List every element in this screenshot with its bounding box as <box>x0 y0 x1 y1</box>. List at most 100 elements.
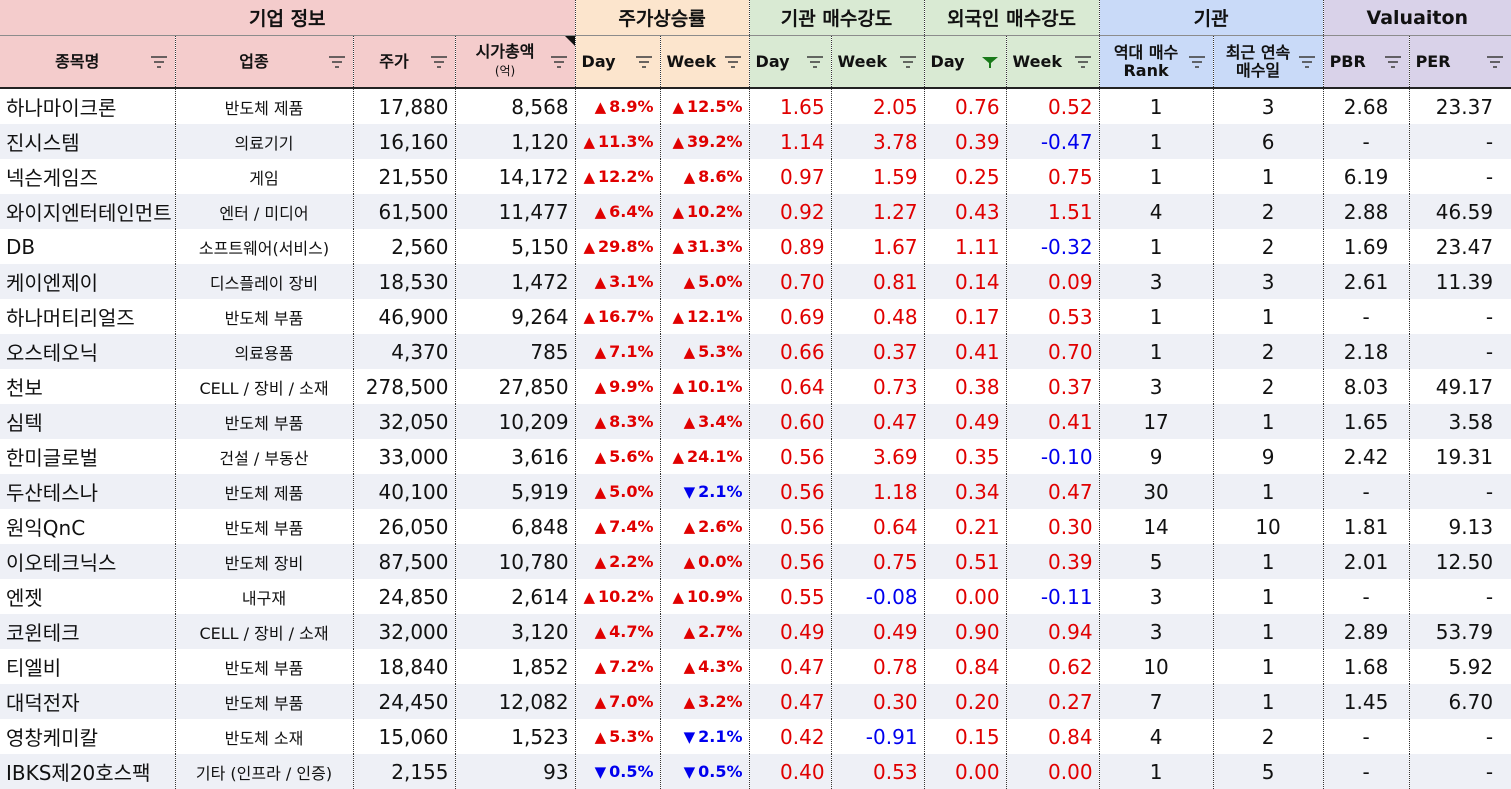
col-per-filter-icon[interactable] <box>1485 55 1505 69</box>
foreign-strength-day: 0.00 <box>924 754 1007 789</box>
foreign-strength-day: 0.25 <box>924 159 1007 194</box>
col-buy-streak-header[interactable]: 최근 연속 매수일 <box>1213 35 1324 89</box>
price-change-day-value: 3.1% <box>609 272 654 291</box>
pbr-value: 1.68 <box>1323 649 1410 684</box>
price-change-week: ▲ 31.3% <box>660 229 750 264</box>
table-row[interactable]: 와이지엔터테인먼트 엔터 / 미디어 61,500 11,477 ▲ 6.4% ▲… <box>0 194 1511 229</box>
inst-strength-day: 0.64 <box>749 369 832 404</box>
stock-name[interactable]: 케이엔제이 <box>0 264 176 299</box>
price-change-week-value: 4.3% <box>698 657 743 676</box>
stock-name[interactable]: 엔젯 <box>0 579 176 614</box>
table-row[interactable]: 한미글로벌 건설 / 부동산 33,000 3,616 ▲ 5.6% ▲ 24.1%… <box>0 439 1511 474</box>
stock-name[interactable]: 코윈테크 <box>0 614 176 649</box>
col-inst-day-header[interactable]: Day <box>749 35 832 89</box>
stock-name[interactable]: 대덕전자 <box>0 684 176 719</box>
table-row[interactable]: 이오테크닉스 반도체 장비 87,500 10,780 ▲ 2.2% ▲ 0.0% … <box>0 544 1511 579</box>
table-row[interactable]: IBKS제20호스팩 기타 (인프라 / 인증) 2,155 93 ▼ 0.5% … <box>0 754 1511 789</box>
table-row[interactable]: 넥슨게임즈 게임 21,550 14,172 ▲ 12.2% ▲ 8.6% 0.97… <box>0 159 1511 194</box>
col-industry-header[interactable]: 업종 <box>175 35 354 89</box>
table-row[interactable]: 천보 CELL / 장비 / 소재 278,500 27,850 ▲ 9.9% ▲… <box>0 369 1511 404</box>
table-row[interactable]: 오스테오닉 의료용품 4,370 785 ▲ 7.1% ▲ 5.3% 0.66 0.… <box>0 334 1511 369</box>
table-row[interactable]: 케이엔제이 디스플레이 장비 18,530 1,472 ▲ 3.1% ▲ 5.0% … <box>0 264 1511 299</box>
col-buy-rank-filter-icon[interactable] <box>1187 55 1207 69</box>
stock-name[interactable]: 원익QnC <box>0 509 176 544</box>
stock-name[interactable]: 하나마이크론 <box>0 88 176 124</box>
table-row[interactable]: 티엘비 반도체 부품 18,840 1,852 ▲ 7.2% ▲ 4.3% 0.47… <box>0 649 1511 684</box>
buy-rank: 3 <box>1099 614 1214 649</box>
table-row[interactable]: 두산테스나 반도체 제품 40,100 5,919 ▲ 5.0% ▼ 2.1% 0.… <box>0 474 1511 509</box>
stock-price: 46,900 <box>353 299 456 334</box>
group-foreign-strength: 외국인 매수강도 <box>924 0 1100 36</box>
stock-price: 87,500 <box>353 544 456 579</box>
stock-name[interactable]: 와이지엔터테인먼트 <box>0 194 176 229</box>
stock-name[interactable]: 하나머티리얼즈 <box>0 299 176 334</box>
foreign-strength-day: 0.00 <box>924 579 1007 614</box>
stock-name[interactable]: 영창케미칼 <box>0 719 176 754</box>
inst-strength-week: 0.53 <box>831 754 925 789</box>
col-market-cap-filter-icon[interactable] <box>549 55 569 69</box>
up-triangle-icon: ▲ <box>683 273 696 291</box>
col-price-filter-icon[interactable] <box>429 55 449 69</box>
market-cap: 785 <box>455 334 576 369</box>
col-frgn-day-filter-icon[interactable] <box>980 55 1000 69</box>
up-triangle-icon: ▲ <box>683 658 696 676</box>
stock-name[interactable]: 심텍 <box>0 404 176 439</box>
col-pbr-header[interactable]: PBR <box>1323 35 1410 89</box>
stock-name[interactable]: 두산테스나 <box>0 474 176 509</box>
table-row[interactable]: 코윈테크 CELL / 장비 / 소재 32,000 3,120 ▲ 4.7% ▲… <box>0 614 1511 649</box>
buy-streak: 1 <box>1213 579 1324 614</box>
table-row[interactable]: 영창케미칼 반도체 소재 15,060 1,523 ▲ 5.3% ▼ 2.1% 0.… <box>0 719 1511 754</box>
col-price-week-header[interactable]: Week <box>660 35 750 89</box>
col-market-cap-header[interactable]: 시가총액 (억) <box>455 35 576 89</box>
price-change-day: ▲ 6.4% <box>575 194 661 229</box>
stock-name[interactable]: 이오테크닉스 <box>0 544 176 579</box>
stock-name[interactable]: DB <box>0 229 176 264</box>
table-row[interactable]: 원익QnC 반도체 부품 26,050 6,848 ▲ 7.4% ▲ 2.6% 0.… <box>0 509 1511 544</box>
market-cap: 1,523 <box>455 719 576 754</box>
price-change-week: ▲ 5.3% <box>660 334 750 369</box>
stock-name[interactable]: 진시스템 <box>0 124 176 159</box>
price-change-week: ▼ 2.1% <box>660 719 750 754</box>
table-row[interactable]: 대덕전자 반도체 부품 24,450 12,082 ▲ 7.0% ▲ 3.2% 0.… <box>0 684 1511 719</box>
col-frgn-day-header[interactable]: Day <box>924 35 1007 89</box>
table-row[interactable]: 심텍 반도체 부품 32,050 10,209 ▲ 8.3% ▲ 3.4% 0.60… <box>0 404 1511 439</box>
col-name-header[interactable]: 종목명 <box>0 35 176 89</box>
stock-name[interactable]: IBKS제20호스팩 <box>0 754 176 789</box>
table-row[interactable]: 진시스템 의료기기 16,160 1,120 ▲ 11.3% ▲ 39.2% 1.1… <box>0 124 1511 159</box>
col-price-week-filter-icon[interactable] <box>723 55 743 69</box>
price-change-week: ▼ 2.1% <box>660 474 750 509</box>
foreign-strength-week: 0.41 <box>1006 404 1100 439</box>
per-value: - <box>1409 754 1511 789</box>
col-per-header[interactable]: PER <box>1409 35 1511 89</box>
col-frgn-week-filter-icon[interactable] <box>1073 55 1093 69</box>
buy-streak: 1 <box>1213 299 1324 334</box>
stock-name[interactable]: 한미글로벌 <box>0 439 176 474</box>
stock-name[interactable]: 티엘비 <box>0 649 176 684</box>
col-name-filter-icon[interactable] <box>149 55 169 69</box>
col-buy-rank-header[interactable]: 역대 매수 Rank <box>1099 35 1214 89</box>
stock-name[interactable]: 오스테오닉 <box>0 334 176 369</box>
table-row[interactable]: DB 소프트웨어(서비스) 2,560 5,150 ▲ 29.8% ▲ 31.3% … <box>0 229 1511 264</box>
col-buy-streak-filter-icon[interactable] <box>1297 55 1317 69</box>
col-price-day-filter-icon[interactable] <box>634 55 654 69</box>
table-row[interactable]: 하나마이크론 반도체 제품 17,880 8,568 ▲ 8.9% ▲ 12.5% … <box>0 88 1511 124</box>
stock-name[interactable]: 천보 <box>0 369 176 404</box>
inst-strength-day: 0.49 <box>749 614 832 649</box>
col-frgn-week-header[interactable]: Week <box>1006 35 1100 89</box>
price-change-day: ▲ 5.6% <box>575 439 661 474</box>
table-row[interactable]: 하나머티리얼즈 반도체 부품 46,900 9,264 ▲ 16.7% ▲ 12.1… <box>0 299 1511 334</box>
col-pbr-filter-icon[interactable] <box>1383 55 1403 69</box>
foreign-strength-week: 0.09 <box>1006 264 1100 299</box>
up-triangle-icon: ▲ <box>672 98 685 116</box>
table-row[interactable]: 엔젯 내구재 24,850 2,614 ▲ 10.2% ▲ 10.9% 0.55 -… <box>0 579 1511 614</box>
stock-name[interactable]: 넥슨게임즈 <box>0 159 176 194</box>
col-price-day-header[interactable]: Day <box>575 35 661 89</box>
price-change-day: ▲ 7.2% <box>575 649 661 684</box>
price-change-day: ▲ 5.3% <box>575 719 661 754</box>
col-industry-filter-icon[interactable] <box>327 55 347 69</box>
col-inst-week-header[interactable]: Week <box>831 35 925 89</box>
col-price-header[interactable]: 주가 <box>353 35 456 89</box>
up-triangle-icon: ▲ <box>672 133 685 151</box>
col-inst-week-filter-icon[interactable] <box>898 55 918 69</box>
col-inst-day-filter-icon[interactable] <box>805 55 825 69</box>
